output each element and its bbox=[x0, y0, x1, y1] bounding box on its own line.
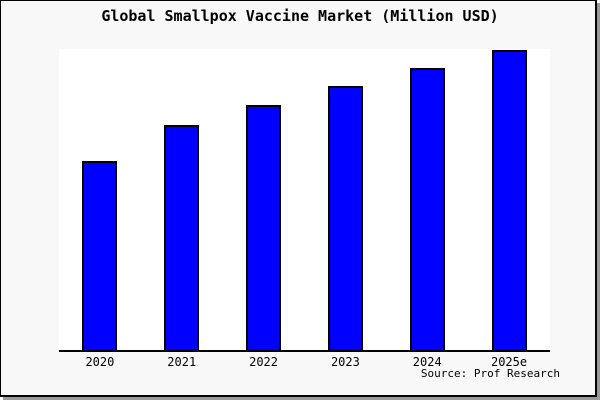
plot-area bbox=[59, 49, 550, 352]
x-tick-label-2024: 2024 bbox=[412, 355, 442, 369]
x-tick-label-2021: 2021 bbox=[167, 355, 197, 369]
x-tick-label-2022: 2022 bbox=[249, 355, 279, 369]
x-tick-label-2023: 2023 bbox=[330, 355, 360, 369]
x-axis-labels: 2020 2021 2022 2023 2024 2025e bbox=[59, 355, 550, 369]
frame-shadow-right bbox=[597, 3, 600, 397]
chart-title: Global Smallpox Vaccine Market (Million … bbox=[101, 7, 499, 25]
x-tick-label-2020: 2020 bbox=[85, 355, 115, 369]
bar-2025e bbox=[491, 50, 527, 350]
bar-2020 bbox=[82, 161, 118, 350]
source-note: Source: Prof Research bbox=[420, 367, 560, 380]
bar-2021 bbox=[164, 125, 200, 350]
bar-2024 bbox=[409, 68, 445, 350]
x-tick-label-2025e: 2025e bbox=[490, 355, 528, 369]
bar-2023 bbox=[327, 86, 363, 350]
frame-shadow-bottom bbox=[3, 397, 600, 400]
bar-2022 bbox=[246, 105, 282, 350]
